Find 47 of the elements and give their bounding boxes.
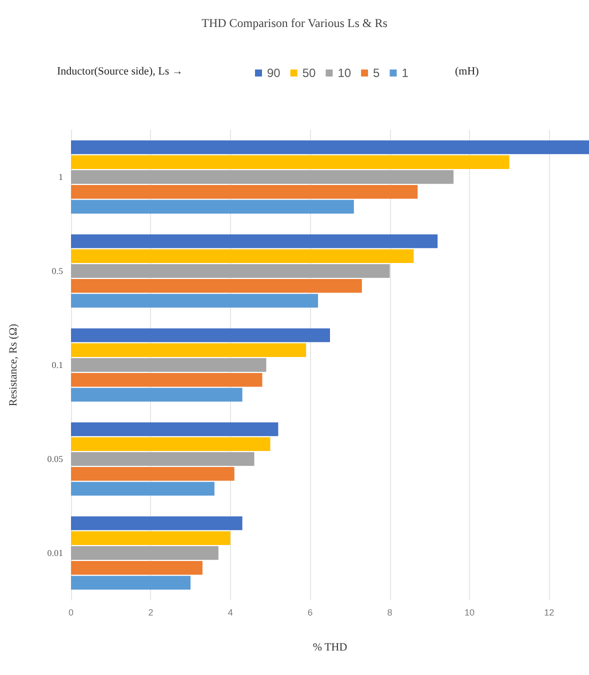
bar: [71, 294, 318, 308]
bar: [71, 155, 510, 170]
y-tick-label: 1: [58, 172, 63, 182]
legend-label: 1: [402, 66, 409, 80]
bar: [71, 343, 306, 358]
bar: [71, 328, 330, 342]
bar: [71, 264, 390, 278]
bar: [71, 170, 454, 184]
bar: [71, 388, 242, 402]
x-tick-label: 8: [387, 608, 392, 618]
bar: [71, 466, 234, 481]
x-tick-label: 4: [228, 608, 233, 618]
bar: [71, 482, 214, 496]
bar: [71, 576, 191, 590]
x-axis-title: % THD: [312, 642, 348, 654]
bar: [71, 358, 266, 372]
bar: [71, 516, 242, 530]
y-tick-label: 0.05: [47, 454, 64, 464]
bar: [71, 437, 270, 452]
bar: [71, 140, 589, 154]
bar: [71, 560, 202, 575]
bar: [71, 184, 418, 199]
legend-label: 5: [373, 66, 380, 80]
y-tick-label: 0.01: [47, 548, 63, 558]
bar: [71, 372, 262, 387]
chart-title: THD Comparison for Various Ls & Rs: [202, 16, 388, 30]
x-tick-label: 10: [464, 608, 474, 618]
x-tick-label: 2: [148, 608, 154, 618]
bar: [71, 531, 230, 546]
y-tick-label: 0.1: [52, 360, 63, 370]
x-tick-label: 6: [308, 608, 313, 618]
x-tick-label: 12: [544, 608, 554, 618]
bar: [71, 278, 362, 293]
x-tick-label: 0: [68, 608, 74, 618]
legend-label: 10: [338, 66, 352, 80]
bar: [71, 200, 354, 214]
bar: [71, 249, 414, 264]
legend-label: 50: [302, 66, 316, 80]
bar: [71, 546, 218, 560]
legend-title: Inductor(Source side), Ls →: [57, 66, 183, 78]
bar: [71, 234, 438, 248]
text: (mH): [455, 66, 480, 78]
legend-label: 90: [267, 66, 281, 80]
y-tick-label: 0.5: [52, 266, 64, 276]
y-axis-title: Resistance, Rs (Ω): [8, 323, 20, 406]
bar: [71, 452, 254, 466]
bar: [71, 422, 278, 436]
